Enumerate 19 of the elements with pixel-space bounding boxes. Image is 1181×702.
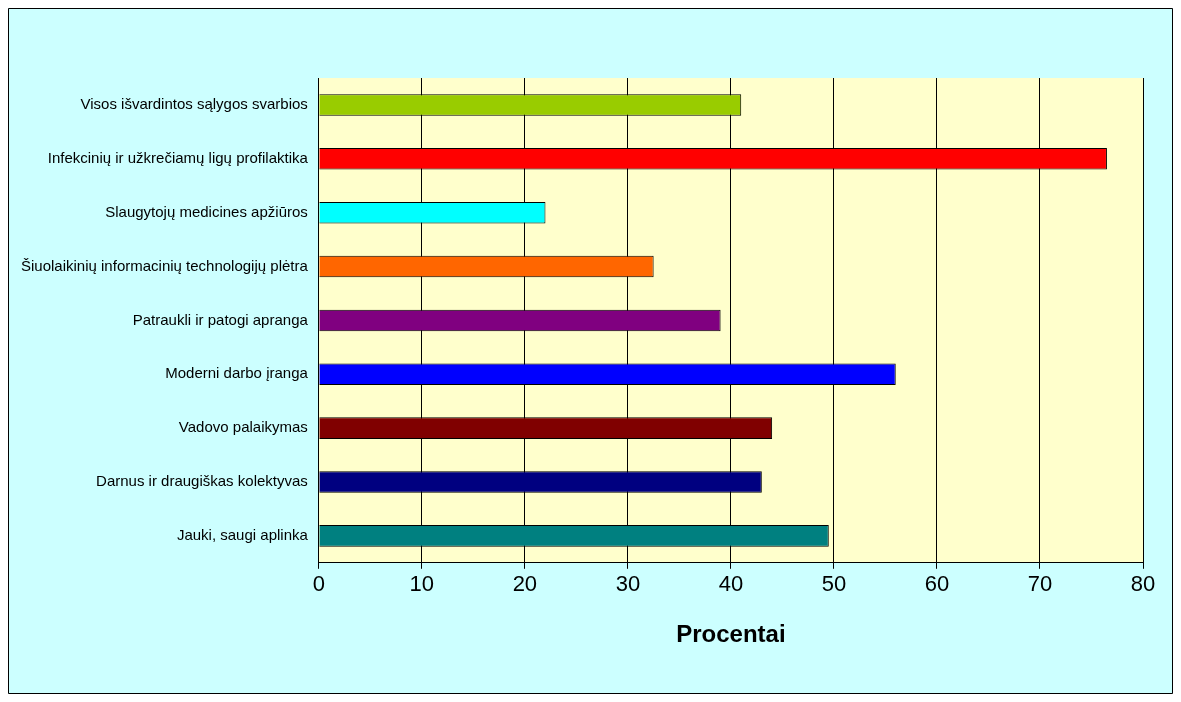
y-tick-label: Infekcinių ir užkrečiamų ligų profilaktika	[47, 148, 309, 166]
x-tick-label: 70	[1027, 571, 1053, 597]
x-tick-label: 50	[821, 571, 847, 597]
x-axis-title: Procentai	[676, 620, 786, 648]
y-tick-label: Darnus ir draugiškas kolektyvas	[96, 472, 308, 490]
y-tick-label: Vadovo palaikymas	[178, 418, 308, 436]
y-tick-label: Jauki, saugi aplinka	[176, 526, 309, 544]
y-tick-label: Patraukli ir patogi apranga	[132, 310, 309, 328]
x-tick-label: 10	[409, 571, 435, 597]
x-tick-label: 40	[718, 571, 744, 597]
x-tick-label: 0	[312, 571, 325, 597]
y-tick-label: Šiuolaikinių informacinių technologijų plėtra	[20, 256, 309, 274]
x-tick-label: 60	[924, 571, 950, 597]
x-tick-label: 30	[615, 571, 641, 597]
y-tick-label: Slaugytojų medicines apžiūros	[105, 202, 308, 220]
x-tick-label: 20	[512, 571, 538, 597]
x-tick-label: 80	[1130, 571, 1156, 597]
y-tick-label: Visos išvardintos sąlygos svarbios	[80, 95, 308, 113]
y-tick-label: Moderni darbo įranga	[165, 364, 309, 382]
